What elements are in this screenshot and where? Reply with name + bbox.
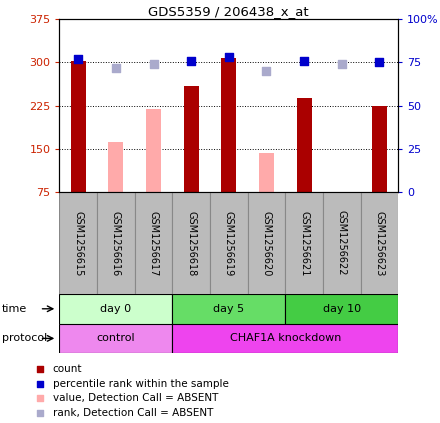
Text: GSM1256623: GSM1256623 <box>374 211 385 276</box>
Bar <box>71 61 86 192</box>
Bar <box>59 324 172 353</box>
Point <box>36 395 43 401</box>
Bar <box>135 192 172 294</box>
Point <box>36 366 43 373</box>
Text: GSM1256616: GSM1256616 <box>111 211 121 276</box>
Text: CHAF1A knockdown: CHAF1A knockdown <box>230 333 341 343</box>
Point <box>187 57 194 64</box>
Text: percentile rank within the sample: percentile rank within the sample <box>53 379 229 389</box>
Bar <box>172 294 285 324</box>
Text: day 0: day 0 <box>100 304 132 314</box>
Bar <box>372 106 387 192</box>
Text: GSM1256617: GSM1256617 <box>149 211 158 276</box>
Point <box>75 55 82 62</box>
Bar <box>172 324 398 353</box>
Text: GSM1256620: GSM1256620 <box>261 211 271 276</box>
Bar <box>259 153 274 192</box>
Bar <box>285 294 398 324</box>
Bar <box>210 192 248 294</box>
Point <box>376 59 383 66</box>
Bar <box>108 142 123 192</box>
Point <box>112 64 119 71</box>
Bar <box>59 294 172 324</box>
Text: rank, Detection Call = ABSENT: rank, Detection Call = ABSENT <box>53 407 213 418</box>
Bar <box>97 192 135 294</box>
Point <box>150 61 157 68</box>
Text: control: control <box>96 333 135 343</box>
Point <box>225 54 232 60</box>
Text: time: time <box>2 304 27 314</box>
Text: day 10: day 10 <box>323 304 361 314</box>
Point <box>263 68 270 74</box>
Text: protocol: protocol <box>2 333 48 343</box>
Bar <box>248 192 285 294</box>
Bar <box>297 98 312 192</box>
Text: value, Detection Call = ABSENT: value, Detection Call = ABSENT <box>53 393 218 403</box>
Bar <box>146 109 161 192</box>
Text: GSM1256619: GSM1256619 <box>224 211 234 276</box>
Bar <box>360 192 398 294</box>
Point <box>301 57 308 64</box>
Text: day 5: day 5 <box>213 304 244 314</box>
Point <box>36 409 43 416</box>
Text: GSM1256621: GSM1256621 <box>299 211 309 276</box>
Bar <box>59 192 97 294</box>
Bar <box>323 192 360 294</box>
Text: count: count <box>53 364 82 374</box>
Point <box>338 61 345 68</box>
Text: GSM1256618: GSM1256618 <box>186 211 196 276</box>
Bar <box>285 192 323 294</box>
Bar <box>172 192 210 294</box>
Bar <box>221 58 236 192</box>
Text: GSM1256622: GSM1256622 <box>337 211 347 276</box>
Bar <box>183 85 199 192</box>
Text: GSM1256615: GSM1256615 <box>73 211 83 276</box>
Title: GDS5359 / 206438_x_at: GDS5359 / 206438_x_at <box>148 5 309 18</box>
Point <box>36 380 43 387</box>
